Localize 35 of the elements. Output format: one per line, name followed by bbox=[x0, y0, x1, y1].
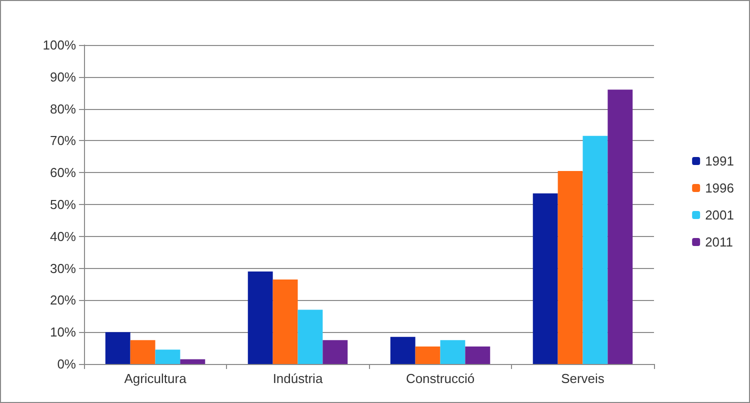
bar bbox=[298, 310, 323, 364]
bar bbox=[558, 171, 583, 364]
bar bbox=[248, 271, 273, 364]
bar bbox=[272, 279, 298, 364]
x-tick-label: Construcció bbox=[406, 371, 475, 386]
bar bbox=[608, 90, 633, 364]
y-tick-label: 10% bbox=[50, 324, 76, 340]
y-tick-label: 20% bbox=[50, 292, 76, 308]
bar bbox=[582, 136, 608, 364]
legend-label: 2001 bbox=[705, 208, 734, 222]
bar bbox=[532, 193, 558, 364]
y-tick-label: 100% bbox=[42, 38, 76, 52]
y-tick-label: 0% bbox=[57, 356, 76, 372]
legend-label: 2011 bbox=[705, 234, 734, 250]
y-tick-label: 40% bbox=[50, 228, 76, 244]
x-tick-label: Indústria bbox=[272, 371, 324, 386]
bar bbox=[155, 350, 180, 364]
y-tick-label: 30% bbox=[50, 260, 76, 276]
x-tick-label: Agricultura bbox=[124, 371, 188, 386]
bar bbox=[322, 340, 348, 364]
legend-label: 1996 bbox=[705, 180, 734, 196]
y-tick-label: 50% bbox=[50, 197, 76, 212]
y-tick-label: 90% bbox=[50, 69, 76, 84]
legend-label: 1991 bbox=[705, 154, 734, 168]
bar bbox=[390, 336, 416, 364]
bar bbox=[130, 340, 156, 364]
y-tick-label: 70% bbox=[50, 133, 76, 148]
bar bbox=[180, 359, 206, 364]
bar bbox=[465, 346, 490, 364]
bar bbox=[105, 332, 130, 364]
x-tick-label: Serveis bbox=[561, 371, 605, 386]
y-tick-label: 80% bbox=[50, 101, 76, 116]
y-tick-label: 60% bbox=[50, 165, 76, 180]
bar bbox=[415, 346, 440, 364]
bar bbox=[440, 340, 466, 364]
